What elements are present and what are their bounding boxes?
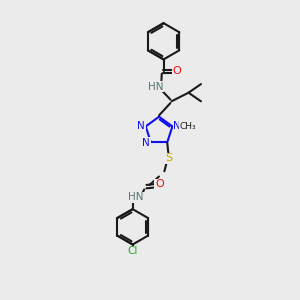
Text: N: N: [142, 138, 150, 148]
Text: N: N: [137, 121, 145, 131]
Text: CH₃: CH₃: [179, 122, 196, 131]
Text: S: S: [165, 153, 172, 164]
Text: O: O: [155, 179, 164, 190]
Text: Cl: Cl: [128, 246, 138, 256]
Text: HN: HN: [148, 82, 164, 92]
Text: HN: HN: [128, 192, 144, 203]
Text: O: O: [173, 66, 182, 76]
Text: N: N: [173, 121, 181, 131]
